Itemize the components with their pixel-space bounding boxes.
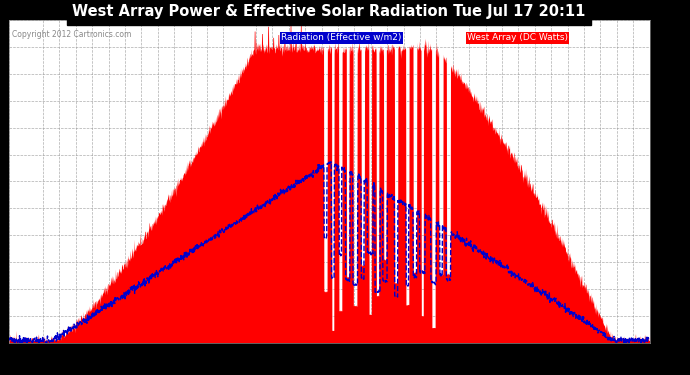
Text: Copyright 2012 Cartronics.com: Copyright 2012 Cartronics.com (12, 30, 131, 39)
Title: West Array Power & Effective Solar Radiation Tue Jul 17 20:11: West Array Power & Effective Solar Radia… (72, 4, 586, 19)
Text: West Array (DC Watts): West Array (DC Watts) (467, 33, 568, 42)
Text: Radiation (Effective w/m2): Radiation (Effective w/m2) (281, 33, 402, 42)
